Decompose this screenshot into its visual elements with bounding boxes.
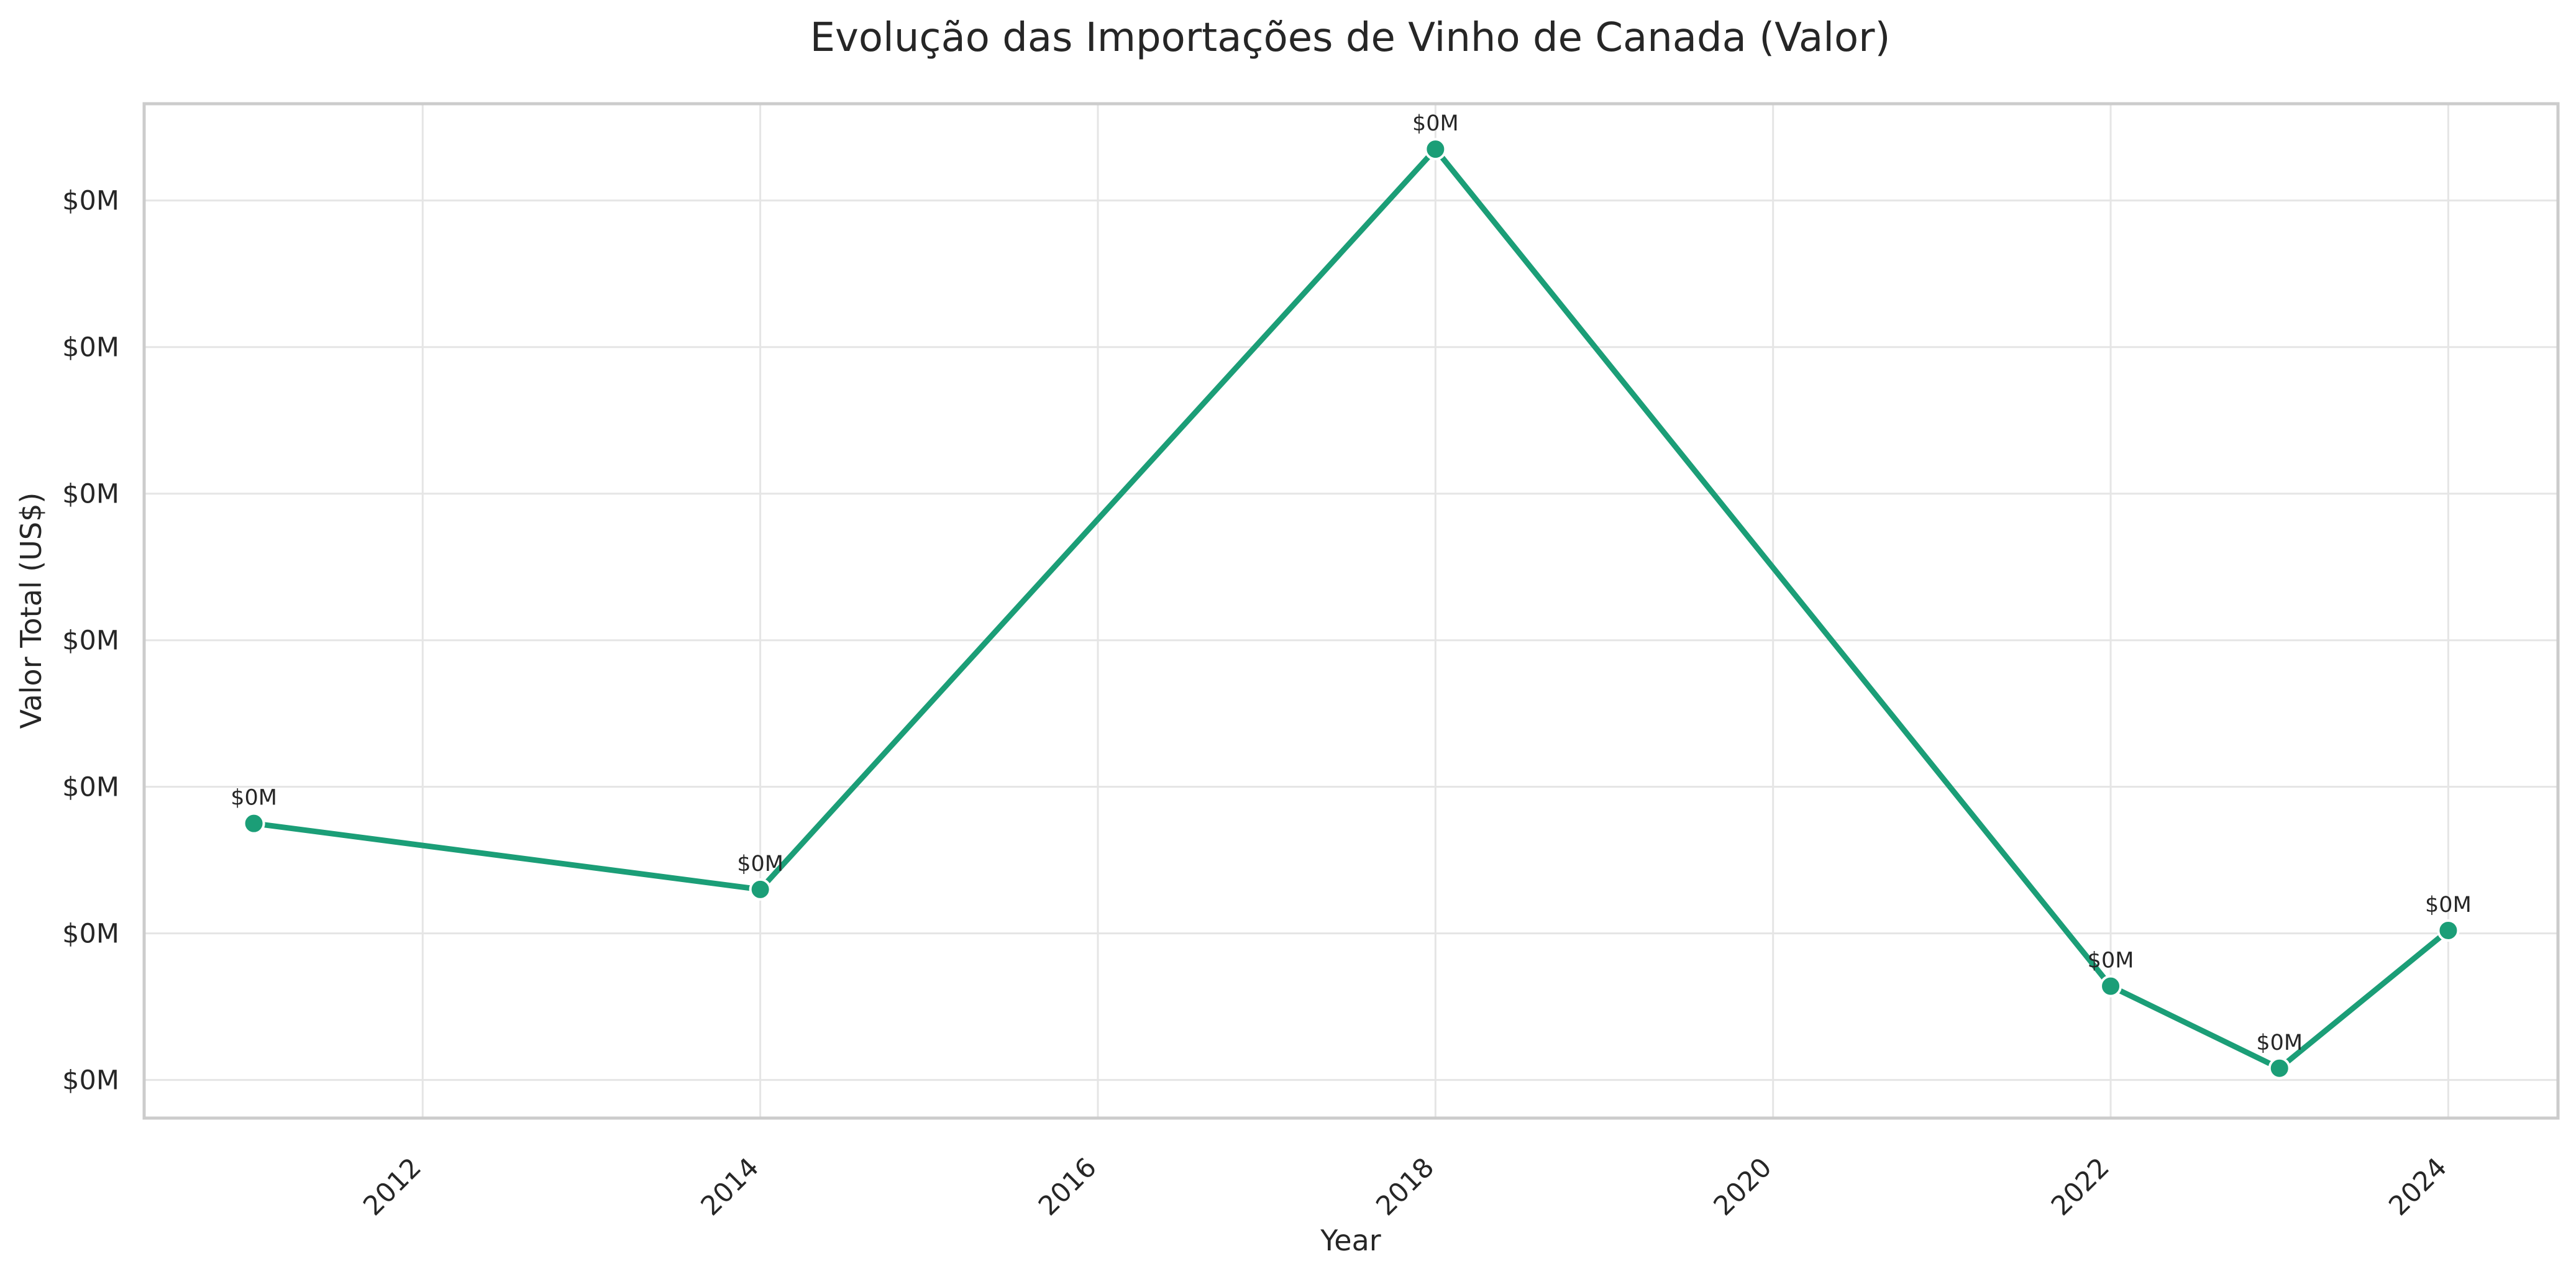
y-tick-label: $0M: [62, 772, 119, 803]
y-tick-label: $0M: [62, 626, 119, 657]
x-tick-label: 2024: [2383, 1152, 2453, 1222]
data-label: $0M: [2088, 949, 2134, 973]
data-labels: $0M $0M $0M $0M $0M $0M: [231, 111, 2472, 1055]
data-label: $0M: [2256, 1031, 2303, 1055]
data-label: $0M: [1412, 111, 1459, 136]
x-tick-label: 2014: [695, 1152, 765, 1222]
y-axis-ticks: $0M $0M $0M $0M $0M $0M $0M: [62, 186, 119, 1096]
y-tick-label: $0M: [62, 919, 119, 950]
series-line: [251, 146, 2451, 1072]
y-tick-label: $0M: [62, 186, 119, 217]
x-axis-ticks: 2012 2014 2016 2018 2020 2022 2024: [357, 1152, 2453, 1222]
chart-title: Evolução das Importações de Vinho de Can…: [810, 15, 1891, 61]
plot-frame: [142, 102, 2560, 1120]
data-point: [242, 812, 265, 835]
x-tick-label: 2012: [357, 1152, 427, 1222]
data-point: [2437, 919, 2460, 942]
data-label: $0M: [231, 786, 277, 811]
data-point: [749, 878, 772, 901]
data-label: $0M: [737, 852, 783, 876]
gridlines: [144, 104, 2558, 1118]
data-label: $0M: [2425, 893, 2472, 917]
data-point: [2099, 975, 2122, 998]
x-tick-label: 2018: [1370, 1152, 1440, 1222]
y-tick-label: $0M: [62, 332, 119, 363]
x-tick-label: 2022: [2045, 1152, 2116, 1222]
series-layer: [242, 138, 2460, 1080]
y-tick-label: $0M: [62, 479, 119, 510]
x-axis-label: Year: [1320, 1224, 1381, 1257]
x-tick-label: 2016: [1033, 1152, 1103, 1222]
y-axis-label: Valor Total (US$): [14, 493, 48, 729]
data-point: [2268, 1057, 2291, 1080]
x-tick-label: 2020: [1708, 1152, 1778, 1222]
data-point: [1424, 138, 1447, 161]
y-tick-label: $0M: [62, 1065, 119, 1096]
